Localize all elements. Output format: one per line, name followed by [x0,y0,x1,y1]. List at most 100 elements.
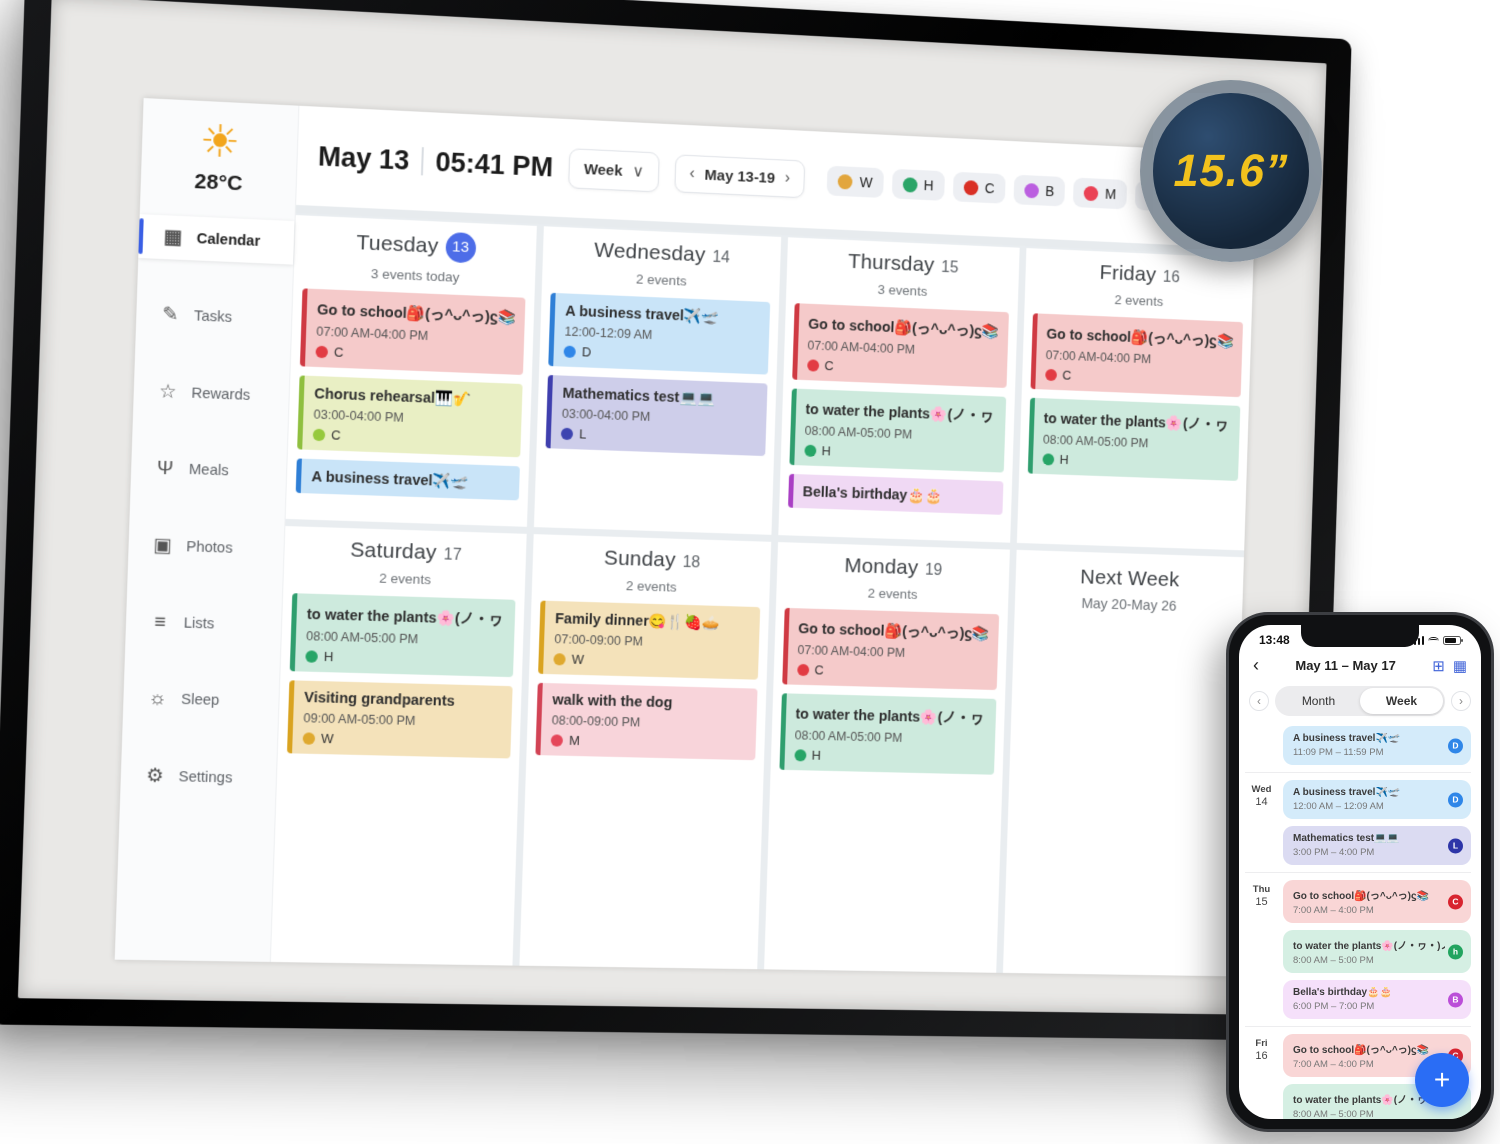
member-dot [793,748,807,761]
event-card[interactable]: Go to school🎒(っ^ᴗ^っ)ϛ📚 07:00 AM-04:00 PM… [299,288,526,376]
phone-event-chip[interactable]: A business travel✈️🛫 11:09 PM – 11:59 PM… [1283,726,1471,765]
chevron-left-icon[interactable]: ‹ [689,164,696,183]
day-number: 16 [1162,268,1180,287]
view-selector-value: Week [583,160,623,180]
event-card[interactable]: Go to school🎒(っ^ᴗ^っ)ϛ📚 07:00 AM-04:00 PM… [1030,313,1244,398]
phone-event-chip[interactable]: A business travel✈️🛫 12:00 AM – 12:09 AM… [1283,780,1471,819]
sidebar-item-tasks[interactable]: ✎ Tasks [136,292,292,342]
gear-icon: ⚙ [145,765,165,788]
chevron-right-icon[interactable]: › [784,169,791,187]
phone-event-row: A business travel✈️🛫 11:09 PM – 11:59 PM… [1245,726,1471,765]
event-card[interactable]: to water the plants🌸(ノ・ヮ・)ノ🌺... 08:00 AM… [289,593,516,678]
phone-view-toggle-row: ‹ Month Week › [1239,678,1481,722]
phone-event-chip[interactable]: Bella's birthday🎂🎂 6:00 PM – 7:00 PM B [1283,980,1471,1019]
member-letter: W [859,174,873,191]
day-column-saturday: Saturday 17 2 events to water the plants🌸… [270,526,527,966]
calendar-view-icon[interactable]: ▦ [1452,657,1467,675]
member-dot [561,427,574,440]
event-count: 2 events [1114,292,1164,309]
event-card[interactable]: Mathematics test💻💻 03:00-04:00 PM L [545,374,768,457]
member-badge: L [1448,838,1463,853]
event-title: Go to school🎒(っ^ᴗ^っ)ϛ📚 [1293,891,1430,902]
event-time: 08:00-09:00 PM [551,713,641,730]
phone-event-chip[interactable]: Mathematics test💻💻 3:00 PM – 4:00 PM L [1283,826,1471,865]
companion-phone: 13:48 ‹ May 11 – May 17 ⊞ ▦ ‹ Month Week [1226,612,1494,1132]
display-mat: ☀ 28°C ▦ Calendar ✎ Tasks ☆ [17,0,1327,1016]
member-letter: H [923,177,934,194]
event-time: 09:00 AM-05:00 PM [303,711,416,729]
member-dot [1042,452,1055,466]
sidebar-item-sleep[interactable]: ☼ Sleep [123,677,279,724]
event-count: 2 events [635,271,687,289]
event-time: 08:00 AM-05:00 PM [804,423,913,442]
event-card[interactable]: to water the plants🌸(ノ・ヮ・)ノ🌺... 08:00 AM… [1027,397,1241,481]
phone-event-row: Mathematics test💻💻 3:00 PM – 4:00 PM L [1245,826,1471,865]
sidebar-item-rewards[interactable]: ☆ Rewards [133,369,289,419]
event-card[interactable]: walk with the dog 08:00-09:00 PM M [535,682,758,761]
member-badge: C [1448,894,1463,909]
sidebar-item-calendar[interactable]: ▦ Calendar [138,214,295,265]
member-chip-h[interactable]: H [891,168,945,201]
sidebar-item-meals[interactable]: Ψ Meals [130,447,286,495]
event-count: 2 events [625,578,677,595]
day-name: Sunday [603,546,677,572]
sidebar-nav: ▦ Calendar ✎ Tasks ☆ Rewards Ψ [120,214,295,801]
member-dot [796,663,809,676]
member-chip-w[interactable]: W [826,165,884,198]
member-dot [305,649,318,663]
event-card[interactable]: to water the plants🌸(ノ・ヮ・)ノ🌺... 08:00 AM… [778,693,997,775]
phone-event-chip[interactable]: Go to school🎒(っ^ᴗ^っ)ϛ📚 7:00 AM – 4:00 PM… [1283,880,1471,923]
next-week-range: May 20-May 26 [1081,596,1177,615]
event-title: A business travel✈️🛫 [1293,787,1401,798]
add-event-button[interactable]: + [1415,1053,1469,1107]
event-title: Bella's birthday🎂🎂 [1293,987,1392,998]
event-card[interactable]: Go to school🎒(っ^ᴗ^っ)ϛ📚 07:00 AM-04:00 PM… [791,303,1009,388]
toggle-week[interactable]: Week [1360,688,1443,714]
next-week-cell[interactable]: Next Week May 20-May 26 [1002,549,1244,977]
member-letter: M [1104,185,1117,203]
event-time: 8:00 AM – 5:00 PM [1293,1109,1374,1119]
event-card[interactable]: Go to school🎒(っ^ᴗ^っ)ϛ📚 07:00 AM-04:00 PM… [781,607,999,691]
day-number: 19 [924,561,943,579]
member-dot [553,652,566,666]
sidebar-item-photos[interactable]: ▣ Photos [128,523,284,572]
event-card[interactable]: A business travel✈️🛫 12:00-12:09 AM D [548,292,770,375]
day-number: 15 [940,259,959,277]
event-member: D [581,344,592,360]
grid-view-icon[interactable]: ⊞ [1432,657,1445,675]
phone-event-row: Thu 15 Go to school🎒(っ^ᴗ^っ)ϛ📚 7:00 AM – 4… [1245,872,1471,923]
event-member: C [814,662,824,678]
sidebar-item-label: Lists [183,615,215,633]
event-title: Chorus rehearsal🎹🎷 [313,386,472,409]
screen-size-badge: 15.6” [1140,80,1322,262]
sidebar-item-lists[interactable]: ≡ Lists [125,600,281,647]
member-chip-m[interactable]: M [1073,177,1128,210]
event-card[interactable]: Family dinner😋🍴🍓🥧 07:00-09:00 PM W [538,600,760,680]
phone-event-chip[interactable]: to water the plants🌸(ノ・ヮ・)ノ🌺🌺 8:00 AM – … [1283,930,1471,973]
next-week-label: Next Week [1079,565,1180,592]
event-title: to water the plants🌸(ノ・ヮ・)ノ🌺🌺 [1293,941,1445,952]
event-card[interactable]: to water the plants🌸(ノ・ヮ・)ノ🌺... 08:00 AM… [788,388,1006,473]
day-column-wednesday: Wednesday 14 2 events A business travel✈️… [534,226,781,535]
sidebar-item-settings[interactable]: ⚙ Settings [120,753,277,800]
event-title: Go to school🎒(っ^ᴗ^っ)ϛ📚 [1046,326,1234,351]
event-title: to water the plants🌸(ノ・ヮ・)ノ🌺... [805,401,997,426]
event-title: Visiting grandparents [303,689,455,710]
view-selector[interactable]: Week ∨ [568,148,660,193]
event-card[interactable]: Visiting grandparents 09:00 AM-05:00 PM … [286,680,513,759]
member-dot [312,428,326,441]
event-time: 12:00 AM – 12:09 AM [1293,801,1384,812]
member-dot [315,345,329,358]
toggle-month[interactable]: Month [1301,694,1336,708]
chevron-right-icon[interactable]: › [1451,691,1471,711]
member-chip-c[interactable]: C [952,171,1006,204]
event-card-clipped[interactable]: A business travel✈️🛫 [295,458,521,501]
chevron-left-icon[interactable]: ‹ [1249,691,1269,711]
member-chip-b[interactable]: B [1013,174,1066,207]
event-card[interactable]: Chorus rehearsal🎹🎷 03:00-04:00 PM C [297,375,523,458]
back-icon[interactable]: ‹ [1253,655,1259,675]
event-card-clipped[interactable]: Bella's birthday🎂🎂 [787,473,1004,515]
event-time: 7:00 AM – 4:00 PM [1293,905,1374,916]
list-icon: ≡ [154,611,167,634]
